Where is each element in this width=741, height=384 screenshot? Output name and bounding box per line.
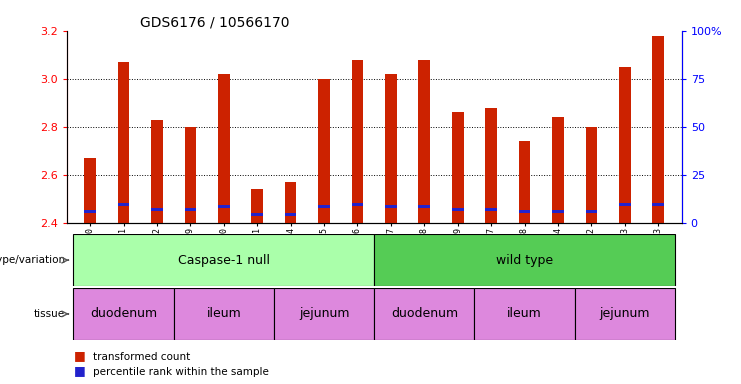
Text: jejunum: jejunum [599,308,650,320]
Text: Caspase-1 null: Caspase-1 null [178,254,270,266]
Text: ileum: ileum [207,308,241,320]
Bar [552,210,564,213]
Bar [619,203,631,206]
Bar [374,288,474,340]
Bar [385,205,396,208]
Bar [218,205,230,208]
Bar [318,79,330,223]
Bar [452,113,464,223]
Bar [118,62,130,223]
Bar [218,74,230,223]
Text: duodenum: duodenum [90,308,157,320]
Bar [585,127,597,223]
Bar [73,234,374,286]
Bar [84,158,96,223]
Text: jejunum: jejunum [299,308,349,320]
Bar [151,208,163,211]
Bar [84,210,96,213]
Text: GDS6176 / 10566170: GDS6176 / 10566170 [141,16,290,30]
Bar [385,74,396,223]
Bar [118,203,130,206]
Text: wild type: wild type [496,254,554,266]
Bar [151,119,163,223]
Bar [352,203,363,206]
Bar [274,288,374,340]
Bar [419,205,431,208]
Bar [374,234,675,286]
Bar [519,141,531,223]
Bar [285,213,296,215]
Bar [352,60,363,223]
Bar [285,182,296,223]
Text: transformed count: transformed count [93,352,190,362]
Bar [585,210,597,213]
Bar [485,208,497,211]
Bar [485,108,497,223]
Text: ■: ■ [74,364,86,377]
Bar [251,189,263,223]
Text: duodenum: duodenum [391,308,458,320]
Text: percentile rank within the sample: percentile rank within the sample [93,367,268,377]
Bar [251,213,263,215]
Bar [653,36,664,223]
Bar [552,117,564,223]
Bar [185,208,196,211]
Text: ileum: ileum [508,308,542,320]
Text: tissue: tissue [34,309,65,319]
Bar [73,288,173,340]
Bar [173,288,274,340]
Bar [653,203,664,206]
Bar [452,208,464,211]
Text: genotype/variation: genotype/variation [0,255,65,265]
Bar [419,60,431,223]
Bar [575,288,675,340]
Bar [318,205,330,208]
Bar [519,210,531,213]
Bar [185,127,196,223]
Bar [619,67,631,223]
Bar [474,288,575,340]
Text: ■: ■ [74,349,86,362]
